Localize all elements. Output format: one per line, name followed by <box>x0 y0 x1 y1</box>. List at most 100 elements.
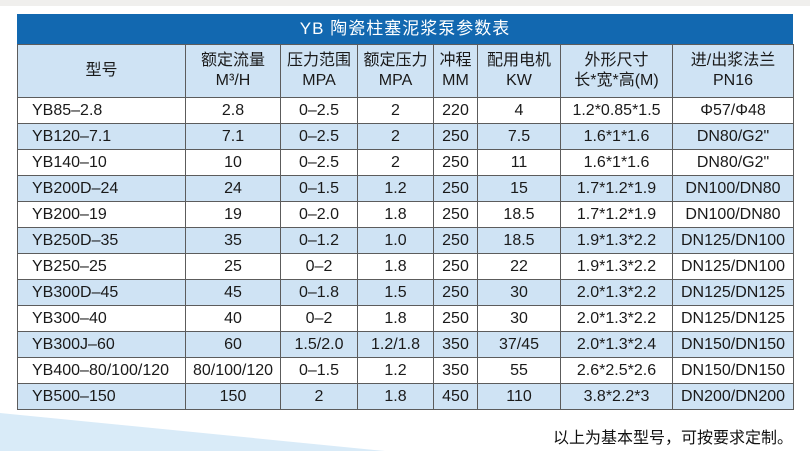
cell: DN150/DN150 <box>672 331 794 358</box>
model-cell: YB300–40 <box>17 305 186 332</box>
cell: 7.5 <box>477 123 561 150</box>
cell: 19 <box>185 201 281 228</box>
cell: 0–2 <box>280 253 358 280</box>
cell: 18.5 <box>477 201 561 228</box>
model-cell: YB500–150 <box>17 383 186 410</box>
cell: 0–1.5 <box>280 357 358 384</box>
cell: 250 <box>433 201 478 228</box>
cell: DN125/DN100 <box>672 253 794 280</box>
cell: 250 <box>433 253 478 280</box>
cell: DN80/G2" <box>672 123 794 150</box>
cell: 1.9*1.3*2.2 <box>560 227 673 254</box>
cell: 250 <box>433 227 478 254</box>
table-row: YB120–7.1 7.1 0–2.5 2 250 7.5 1.6*1*1.6 DN80/G2… <box>17 123 794 150</box>
cell: 0–2.5 <box>280 149 358 176</box>
cell: 25 <box>185 253 281 280</box>
model-cell: YB400–80/100/120 <box>17 357 186 384</box>
cell: 0–2.0 <box>280 201 358 228</box>
cell: 10 <box>185 149 281 176</box>
cell: DN125/DN125 <box>672 279 794 306</box>
model-cell: YB120–7.1 <box>17 123 186 150</box>
cell: DN125/DN125 <box>672 305 794 332</box>
cell: 1.9*1.3*2.2 <box>560 253 673 280</box>
pump-spec-table: 型号 额定流量 M³/H 压力范围 MPA 额定压力 MPA 冲程 MM 配用电机 KW … <box>17 44 794 410</box>
header-line1: 型号 <box>85 62 118 79</box>
cell: DN100/DN80 <box>672 175 794 202</box>
col-header-rated-pressure: 额定压力 MPA <box>357 44 434 98</box>
cell: 4 <box>477 97 561 124</box>
model-cell: YB200D–24 <box>17 175 186 202</box>
cell: 1.7*1.2*1.9 <box>560 201 673 228</box>
table-row: YB140–10 10 0–2.5 2 250 11 1.6*1*1.6 DN80/G2" <box>17 149 794 176</box>
header-line1: 压力范围 <box>286 52 351 69</box>
spec-table-wrap: YB 陶瓷柱塞泥浆泵参数表 型号 额定流量 M³/H 压力范围 MPA 额定压力 MP… <box>17 14 794 410</box>
model-cell: YB300D–45 <box>17 279 186 306</box>
cell: 250 <box>433 305 478 332</box>
table-row: YB85–2.8 2.8 0–2.5 2 220 4 1.2*0.85*1.5 Φ57/Φ48 <box>17 97 794 124</box>
table-row: YB200D–24 24 0–1.5 1.2 250 15 1.7*1.2*1.9 DN100… <box>17 175 794 202</box>
header-line2: 长*宽*高(M) <box>574 72 659 89</box>
model-cell: YB140–10 <box>17 149 186 176</box>
cell: 2.8 <box>185 97 281 124</box>
cell: 2.0*1.3*2.2 <box>560 279 673 306</box>
cell: 350 <box>433 331 478 358</box>
col-header-stroke: 冲程 MM <box>433 44 478 98</box>
table-row: YB300D–45 45 0–1.8 1.5 250 30 2.0*1.3*2.2 DN125… <box>17 279 794 306</box>
header-row: 型号 额定流量 M³/H 压力范围 MPA 额定压力 MPA 冲程 MM 配用电机 KW … <box>17 44 794 98</box>
cell: 11 <box>477 149 561 176</box>
cell: 30 <box>477 305 561 332</box>
model-cell: YB200–19 <box>17 201 186 228</box>
cell: 15 <box>477 175 561 202</box>
cell: 80/100/120 <box>185 357 281 384</box>
header-line2: PN16 <box>712 72 754 89</box>
cell: 250 <box>433 123 478 150</box>
model-cell: YB250D–35 <box>17 227 186 254</box>
cell: 150 <box>185 383 281 410</box>
cell: 1.2 <box>357 357 434 384</box>
header-line1: 进/出浆法兰 <box>690 52 776 69</box>
cell: 0–1.5 <box>280 175 358 202</box>
table-row: YB250–25 25 0–2 1.8 250 22 1.9*1.3*2.2 DN125/DN… <box>17 253 794 280</box>
col-header-flange: 进/出浆法兰 PN16 <box>672 44 794 98</box>
col-header-dimensions: 外形尺寸 长*宽*高(M) <box>560 44 673 98</box>
cell: 1.8 <box>357 305 434 332</box>
header-line1: 额定压力 <box>363 52 428 69</box>
cell: Φ57/Φ48 <box>672 97 794 124</box>
cell: 1.0 <box>357 227 434 254</box>
cell: 7.1 <box>185 123 281 150</box>
header-line2: KW <box>506 72 532 89</box>
table-row: YB250D–35 35 0–1.2 1.0 250 18.5 1.9*1.3*2.2 DN1… <box>17 227 794 254</box>
cell: 1.7*1.2*1.9 <box>560 175 673 202</box>
cell: 2 <box>357 149 434 176</box>
cell: 2 <box>280 383 358 410</box>
top-edge-band <box>0 0 810 6</box>
decorative-wedge <box>0 413 385 451</box>
cell: 1.2*0.85*1.5 <box>560 97 673 124</box>
cell: 1.2/1.8 <box>357 331 434 358</box>
header-line1: 配用电机 <box>486 52 551 69</box>
col-header-flow: 额定流量 M³/H <box>185 44 281 98</box>
cell: 250 <box>433 175 478 202</box>
cell: 250 <box>433 279 478 306</box>
header-line2: MPA <box>378 72 413 89</box>
cell: 0–2.5 <box>280 123 358 150</box>
cell: 40 <box>185 305 281 332</box>
table-row: YB300J–60 60 1.5/2.0 1.2/1.8 350 37/45 2.0*1.3… <box>17 331 794 358</box>
cell: 18.5 <box>477 227 561 254</box>
col-header-pressure-range: 压力范围 MPA <box>280 44 358 98</box>
cell: DN80/G2" <box>672 149 794 176</box>
cell: 1.8 <box>357 201 434 228</box>
header-line2: MPA <box>302 72 336 89</box>
cell: 0–2.5 <box>280 97 358 124</box>
cell: 1.6*1*1.6 <box>560 123 673 150</box>
table-row: YB500–150 150 2 1.8 450 110 3.8*2.2*3 DN200/DN2… <box>17 383 794 410</box>
cell: 35 <box>185 227 281 254</box>
cell: 30 <box>477 279 561 306</box>
cell: 1.5/2.0 <box>280 331 358 358</box>
header-line2: MM <box>442 72 469 89</box>
cell: 37/45 <box>477 331 561 358</box>
cell: 110 <box>477 383 561 410</box>
cell: 1.8 <box>357 383 434 410</box>
cell: 22 <box>477 253 561 280</box>
cell: 1.6*1*1.6 <box>560 149 673 176</box>
